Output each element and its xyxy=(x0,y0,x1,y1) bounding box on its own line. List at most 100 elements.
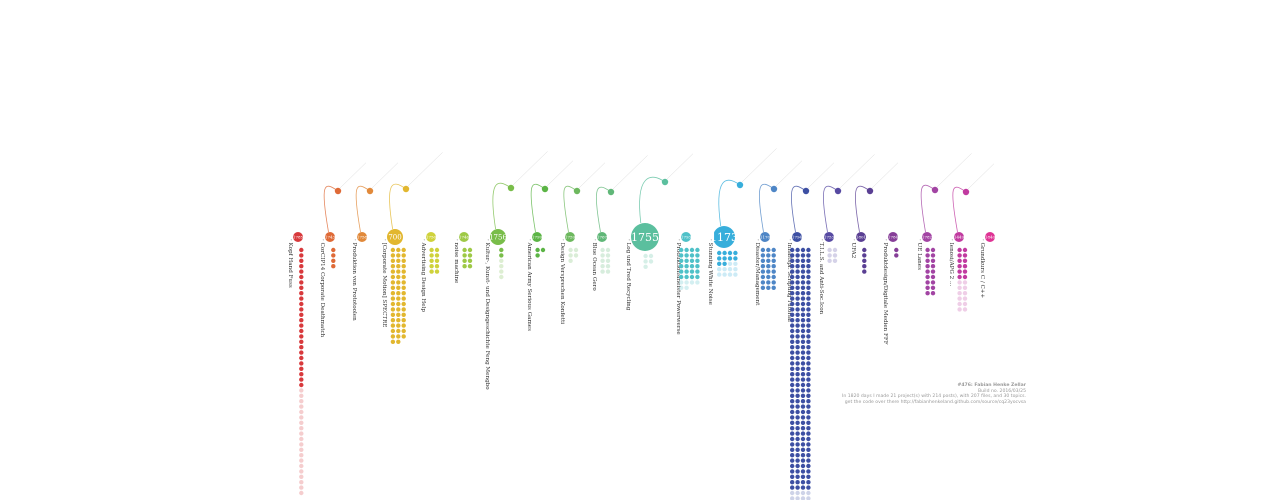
post-dot xyxy=(800,301,806,307)
post-dot xyxy=(795,463,800,469)
post-dot-light xyxy=(722,272,727,277)
post-dot xyxy=(429,258,434,263)
post-dot xyxy=(795,372,800,377)
post-dot xyxy=(962,264,968,269)
post-dot xyxy=(429,253,434,258)
project-guide-line xyxy=(967,163,995,190)
post-dot xyxy=(800,480,806,485)
post-dot xyxy=(766,269,771,274)
post-dot-light xyxy=(299,469,304,474)
project-link-curve xyxy=(389,183,407,230)
post-dot xyxy=(733,250,738,256)
post-dot xyxy=(795,469,800,474)
post-dot xyxy=(790,307,795,312)
post-dot xyxy=(806,480,811,485)
post-dot xyxy=(800,355,806,361)
post-dot xyxy=(401,285,406,290)
post-dot xyxy=(925,264,930,269)
post-dot-light xyxy=(299,399,304,404)
post-dot xyxy=(462,247,467,253)
post-dot xyxy=(390,274,396,280)
post-dot xyxy=(401,301,406,307)
post-dot xyxy=(771,269,776,274)
project-id-label: 1743 xyxy=(325,235,336,240)
project-name-label: · [Corporate Motion] SPECTRE xyxy=(381,239,387,327)
post-dot xyxy=(800,399,806,404)
post-dot xyxy=(800,253,806,258)
post-dot xyxy=(806,350,811,355)
project-link-curve xyxy=(355,185,371,233)
post-dot-light xyxy=(605,269,611,274)
post-dot-light xyxy=(600,258,605,263)
post-dot xyxy=(806,458,811,463)
post-dot xyxy=(962,258,968,263)
project-node xyxy=(792,232,802,242)
post-dot xyxy=(396,264,401,269)
post-dot xyxy=(800,463,806,469)
post-dot xyxy=(800,307,806,312)
post-dot-light xyxy=(299,393,304,398)
post-dot-light xyxy=(717,272,722,277)
post-dot xyxy=(396,328,401,334)
post-dot xyxy=(299,323,304,328)
post-dot xyxy=(795,447,800,452)
post-dot xyxy=(390,301,396,307)
project-id-label: 1170 xyxy=(760,235,771,240)
post-dot xyxy=(684,258,689,263)
project-link-curve xyxy=(920,184,936,233)
post-dot xyxy=(795,442,800,447)
post-dot xyxy=(925,269,930,274)
post-dot-light xyxy=(299,388,304,393)
post-dot xyxy=(806,366,811,371)
post-dot xyxy=(800,404,806,409)
project-id-label: 1785 xyxy=(293,235,304,240)
post-dot-light xyxy=(790,490,795,496)
post-dot xyxy=(790,388,795,393)
project-name-label: · T.I.L.S. and Anti-Soc.Icon xyxy=(818,239,824,315)
post-dot xyxy=(434,247,440,253)
post-dot xyxy=(800,447,806,452)
post-dot-light xyxy=(827,258,832,263)
post-dot xyxy=(790,431,795,436)
project-node xyxy=(681,232,691,242)
post-dot xyxy=(790,399,795,404)
project-link-curve xyxy=(952,186,967,233)
project-node xyxy=(888,232,898,242)
post-dot xyxy=(396,280,401,285)
post-dot xyxy=(467,258,473,263)
post-dot-light xyxy=(299,420,304,425)
post-dot xyxy=(800,258,806,263)
post-dot xyxy=(462,264,467,269)
post-dot xyxy=(722,261,727,266)
post-dot xyxy=(806,447,811,452)
info-link[interactable]: get the code over there http://fabianhen… xyxy=(844,399,1026,405)
project-link-node xyxy=(802,187,810,195)
post-dot xyxy=(727,256,733,261)
project-id-label: 1767 xyxy=(597,235,608,240)
project-node xyxy=(565,232,575,242)
post-dot xyxy=(401,280,406,285)
post-dot xyxy=(499,247,504,253)
post-dot xyxy=(806,269,811,274)
project-name-label: · Produktionsmeister Powerwerse xyxy=(675,239,681,335)
post-dot xyxy=(795,285,800,290)
post-dot xyxy=(795,366,800,371)
post-dot xyxy=(299,328,304,334)
post-dot-light xyxy=(643,264,648,269)
post-dot-light xyxy=(568,247,573,253)
post-dot xyxy=(396,291,401,296)
post-dot xyxy=(299,258,304,263)
project-node xyxy=(824,232,834,242)
post-dot xyxy=(434,264,440,269)
post-dot xyxy=(795,458,800,463)
post-dot xyxy=(800,372,806,377)
post-dot xyxy=(717,256,722,261)
post-dot xyxy=(429,247,434,253)
post-dot xyxy=(467,247,473,253)
project-name-label: · Log und Tred Recycling xyxy=(625,239,631,311)
post-dot xyxy=(800,382,806,388)
project-guide-line xyxy=(546,160,574,187)
post-dot xyxy=(806,339,811,344)
post-dot xyxy=(806,388,811,393)
post-dot xyxy=(771,253,776,258)
